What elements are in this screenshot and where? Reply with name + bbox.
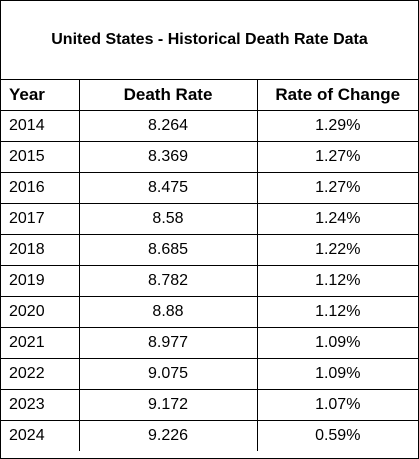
cell-death-rate: 8.369	[79, 141, 258, 173]
table-row: 2014 8.264 1.29%	[1, 110, 418, 142]
table-row: 2017 8.58 1.24%	[1, 203, 418, 235]
table-body: 2014 8.264 1.29% 2015 8.369 1.27% 2016 8.475 1.2…	[1, 110, 418, 451]
cell-death-rate: 8.58	[79, 203, 258, 235]
column-header-rate-of-change: Rate of Change	[257, 80, 418, 111]
cell-rate-of-change: 1.22%	[257, 234, 418, 266]
cell-year: 2014	[1, 110, 80, 142]
cell-rate-of-change: 1.27%	[257, 172, 418, 204]
cell-death-rate: 8.475	[79, 172, 258, 204]
cell-year: 2018	[1, 234, 80, 266]
table-row: 2018 8.685 1.22%	[1, 234, 418, 266]
cell-rate-of-change: 1.07%	[257, 389, 418, 421]
cell-year: 2017	[1, 203, 80, 235]
cell-rate-of-change: 1.12%	[257, 265, 418, 297]
cell-death-rate: 8.264	[79, 110, 258, 142]
cell-rate-of-change: 1.09%	[257, 327, 418, 359]
death-rate-table: Year Death Rate Rate of Change 2014 8.264…	[1, 80, 418, 451]
cell-death-rate: 9.172	[79, 389, 258, 421]
cell-rate-of-change: 0.59%	[315, 427, 361, 444]
cell-year: 2016	[1, 172, 80, 204]
column-header-death-rate: Death Rate	[79, 80, 258, 111]
cell-rate-of-change: 1.29%	[257, 110, 418, 142]
table-row: 2020 8.88 1.12%	[1, 296, 418, 328]
cell-year: 2023	[1, 389, 80, 421]
cell-death-rate: 8.782	[79, 265, 258, 297]
cell-year: 2019	[1, 265, 80, 297]
cell-death-rate: 9.226	[79, 420, 258, 451]
table-title: United States - Historical Death Rate Da…	[1, 1, 418, 80]
header-row: Year Death Rate Rate of Change	[1, 80, 418, 111]
cell-death-rate: 8.88	[79, 296, 258, 328]
table-row: 2016 8.475 1.27%	[1, 172, 418, 204]
cell-death-rate: 8.977	[79, 327, 258, 359]
table-row: 2024 9.226 0.59%	[1, 420, 418, 451]
table-row: 2015 8.369 1.27%	[1, 141, 418, 173]
cell-death-rate: 9.075	[79, 358, 258, 390]
table-row: 2022 9.075 1.09%	[1, 358, 418, 390]
table-row: 2021 8.977 1.09%	[1, 327, 418, 359]
cell-year: 2020	[1, 296, 80, 328]
cell-year: 2024	[1, 420, 80, 451]
cell-year: 2015	[1, 141, 80, 173]
cell-year: 2021	[1, 327, 80, 359]
table-row: 2019 8.782 1.12%	[1, 265, 418, 297]
cell-rate-of-change: 1.27%	[257, 141, 418, 173]
table-row: 2023 9.172 1.07%	[1, 389, 418, 421]
cell-rate-of-change: 1.12%	[257, 296, 418, 328]
cell-rate-of-change: 1.24%	[257, 203, 418, 235]
cell-rate-of-change: 1.09%	[257, 358, 418, 390]
cell-death-rate: 8.685	[79, 234, 258, 266]
cell-year: 2022	[1, 358, 80, 390]
column-header-year: Year	[1, 80, 80, 111]
